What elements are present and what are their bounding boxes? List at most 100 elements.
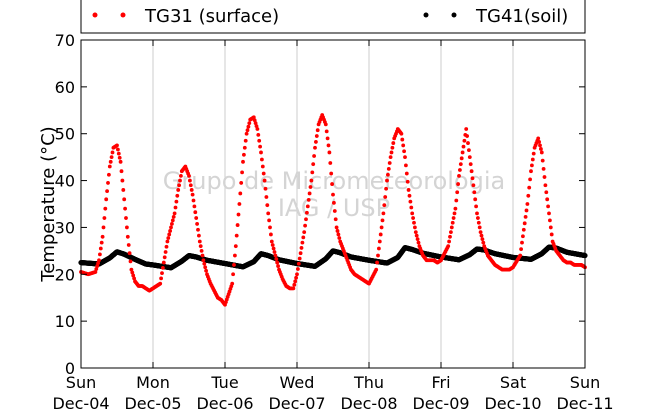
surface-point	[525, 202, 530, 206]
surface-point	[296, 261, 301, 266]
surface-point	[477, 225, 482, 230]
surface-point	[410, 211, 415, 216]
surface-point	[263, 186, 268, 191]
surface-point	[170, 222, 174, 226]
surface-point	[471, 183, 476, 188]
surface-point	[386, 172, 390, 177]
surface-point	[476, 216, 480, 220]
surface-point	[99, 240, 104, 245]
x-tick-label-day: Mon	[136, 373, 170, 392]
surface-point	[96, 261, 100, 266]
surface-point	[450, 220, 455, 225]
surface-point	[275, 260, 280, 265]
surface-point	[236, 212, 241, 217]
y-tick-label: 60	[55, 78, 75, 97]
surface-point	[297, 256, 302, 261]
surface-point	[126, 243, 131, 247]
surface-point	[260, 157, 264, 162]
x-tick-label-day: Fri	[431, 373, 450, 392]
surface-point	[103, 206, 108, 211]
surface-point	[530, 157, 535, 162]
surface-point	[457, 173, 461, 178]
surface-point	[470, 176, 475, 181]
surface-point	[293, 279, 298, 284]
surface-point	[529, 169, 533, 174]
x-tick-label-date: Dec-11	[556, 394, 613, 409]
surface-point	[118, 159, 123, 164]
surface-point	[523, 214, 528, 219]
surface-point	[536, 136, 541, 141]
x-tick-label-date: Dec-07	[268, 394, 325, 409]
watermark-line-1: Grupo de Micrometeorologia	[163, 167, 505, 195]
x-tick-label-date: Dec-08	[340, 394, 397, 409]
surface-point	[473, 197, 478, 202]
x-tick-label-day: Wed	[280, 373, 315, 392]
surface-point	[543, 183, 548, 188]
surface-point	[458, 168, 462, 172]
surface-point	[549, 232, 554, 237]
surface-point	[467, 155, 472, 160]
surface-point	[172, 211, 177, 216]
series-soil	[78, 244, 588, 271]
surface-point	[531, 151, 536, 156]
surface-point	[175, 193, 180, 198]
series-surface	[79, 113, 587, 307]
surface-point	[325, 136, 330, 141]
surface-point	[104, 197, 109, 202]
surface-point	[234, 233, 239, 238]
surface-point	[412, 220, 416, 225]
surface-point	[400, 137, 405, 142]
surface-point	[329, 171, 334, 176]
surface-point	[404, 171, 409, 176]
surface-point	[520, 240, 524, 245]
surface-point	[267, 218, 271, 223]
surface-point	[190, 192, 195, 197]
surface-point	[177, 183, 182, 188]
surface-point	[304, 217, 308, 222]
surface-point	[447, 239, 451, 244]
surface-point	[336, 232, 341, 237]
surface-point	[255, 127, 260, 131]
surface-point	[462, 138, 467, 143]
legend-marker-surface	[120, 12, 126, 18]
surface-point	[171, 214, 176, 219]
surface-point	[117, 155, 122, 160]
surface-point	[453, 206, 458, 211]
surface-point	[388, 155, 393, 160]
surface-point	[269, 232, 273, 237]
y-tick-label: 30	[55, 218, 75, 237]
surface-point	[204, 268, 209, 273]
surface-point	[173, 205, 178, 210]
surface-point	[235, 223, 240, 227]
surface-point	[203, 265, 208, 270]
surface-point	[95, 264, 100, 268]
surface-point	[528, 177, 532, 182]
axis-ticks	[80, 39, 586, 369]
surface-point	[376, 253, 380, 258]
surface-point	[160, 271, 164, 276]
surface-point	[522, 221, 527, 226]
surface-point	[241, 159, 245, 164]
surface-point	[292, 282, 297, 287]
surface-point	[530, 163, 534, 168]
surface-point	[122, 197, 127, 202]
surface-point	[276, 264, 280, 268]
y-tick-label: 70	[55, 31, 75, 50]
surface-point	[408, 199, 413, 204]
surface-point	[187, 173, 191, 178]
surface-point	[115, 143, 119, 148]
surface-point	[129, 267, 134, 272]
surface-point	[381, 211, 386, 216]
surface-point	[539, 147, 543, 151]
surface-point	[465, 134, 469, 138]
surface-point	[409, 205, 414, 210]
surface-point	[202, 261, 207, 266]
surface-point	[270, 243, 275, 247]
surface-point	[274, 257, 279, 261]
surface-point	[273, 253, 278, 258]
surface-point	[402, 149, 406, 154]
legend: TG31 (surface) TG41(soil)	[80, 0, 586, 34]
legend-frame	[80, 0, 586, 34]
surface-point	[330, 182, 334, 186]
surface-point	[309, 178, 314, 183]
